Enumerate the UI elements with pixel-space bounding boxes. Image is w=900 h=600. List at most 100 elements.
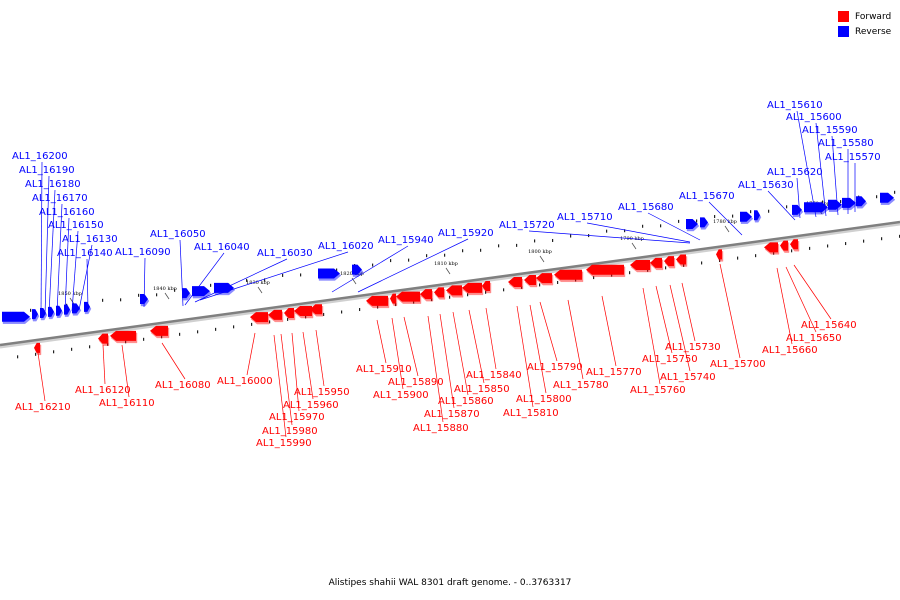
minor-tick (210, 283, 212, 287)
reverse-gene-arrow (804, 202, 828, 213)
reverse-leader-line (194, 258, 288, 303)
forward-swatch-icon (838, 11, 849, 22)
forward-leader-line (439, 313, 455, 409)
forward-gene-label: AL1_15970 (269, 412, 325, 423)
forward-gene-label: AL1_15730 (665, 342, 721, 353)
minor-tick (341, 310, 343, 314)
minor-tick (611, 273, 613, 277)
forward-leader-line (785, 266, 817, 333)
forward-gene-arrow (536, 273, 552, 284)
minor-tick (593, 276, 595, 280)
minor-tick (660, 224, 662, 228)
forward-leader-line (391, 317, 404, 390)
reverse-gene-arrow (856, 196, 866, 207)
forward-gene-arrow (676, 254, 686, 265)
reverse-leader-line (586, 222, 691, 243)
reverse-leader-line (357, 238, 469, 293)
minor-tick (696, 219, 698, 223)
minor-tick (35, 352, 37, 356)
forward-leader-line (302, 331, 314, 400)
reverse-leader-line (86, 258, 89, 310)
forward-gene-arrow (396, 291, 420, 302)
forward-gene-arrow (294, 306, 312, 317)
forward-gene-arrow (110, 330, 136, 341)
reverse-gene-label: AL1_16030 (257, 248, 313, 259)
legend-forward-label: Forward (855, 11, 892, 22)
minor-tick (714, 215, 716, 219)
reverse-gene-label: AL1_16160 (39, 207, 95, 218)
reverse-leader-line (56, 203, 63, 314)
reverse-gene-label: AL1_16150 (48, 220, 104, 231)
minor-tick (161, 335, 163, 339)
reverse-gene-label: AL1_16130 (62, 234, 118, 245)
minor-tick (539, 283, 541, 287)
minor-tick (642, 224, 644, 228)
forward-gene-label: AL1_15700 (710, 359, 766, 370)
reverse-leader-line (199, 251, 349, 301)
forward-gene-arrow (586, 264, 624, 275)
scale-tick-mark (724, 225, 730, 233)
minor-tick (156, 293, 158, 297)
reverse-gene-arrow (32, 309, 38, 320)
minor-tick (498, 244, 500, 248)
minor-tick (305, 315, 307, 319)
minor-tick (300, 273, 302, 277)
reverse-gene-arrow (880, 192, 894, 203)
forward-gene-label: AL1_16110 (99, 398, 155, 409)
forward-gene-arrow (462, 282, 482, 293)
forward-gene-arrow (446, 285, 462, 296)
reverse-leader-line (71, 230, 79, 312)
forward-gene-label: AL1_15900 (373, 390, 429, 401)
minor-tick (575, 278, 577, 282)
reverse-gene-label: AL1_15720 (499, 220, 555, 231)
minor-tick (408, 258, 410, 262)
forward-leader-line (291, 332, 300, 412)
reverse-gene-arrow (318, 268, 340, 279)
forward-gene-label: AL1_15890 (388, 377, 444, 388)
forward-gene-arrow (764, 242, 778, 253)
minor-tick (107, 342, 109, 346)
forward-gene-arrow (434, 287, 444, 298)
minor-tick (89, 345, 91, 349)
minor-tick (683, 263, 685, 267)
forward-leader-line (601, 295, 617, 367)
minor-tick (179, 332, 181, 336)
forward-leader-line (280, 333, 293, 426)
minor-tick (827, 244, 829, 248)
genome-backbone (0, 220, 900, 347)
forward-gene-arrow (790, 239, 798, 250)
minor-tick (809, 246, 811, 250)
forward-gene-label: AL1_15810 (503, 408, 559, 419)
forward-leader-line (376, 319, 387, 364)
forward-gene-label: AL1_15870 (424, 409, 480, 420)
forward-gene-label: AL1_15800 (516, 394, 572, 405)
reverse-gene-label: AL1_15630 (738, 180, 794, 191)
minor-tick (845, 242, 847, 246)
minor-tick (323, 312, 325, 316)
reverse-leader-line (815, 122, 827, 217)
minor-tick (768, 209, 770, 213)
minor-tick (719, 259, 721, 263)
forward-gene-label: AL1_15860 (438, 396, 494, 407)
minor-tick (557, 280, 559, 284)
minor-tick (840, 200, 842, 204)
forward-gene-arrow (366, 295, 388, 306)
forward-leader-line (102, 344, 106, 385)
minor-tick (534, 239, 536, 243)
minor-tick (372, 263, 374, 267)
forward-leader-line (246, 332, 256, 376)
minor-tick (485, 290, 487, 294)
scale-tick-mark (539, 255, 545, 263)
reverse-gene-arrow (2, 311, 30, 322)
minor-tick (120, 298, 122, 302)
forward-gene-label: AL1_15850 (454, 384, 510, 395)
minor-tick (53, 350, 55, 354)
forward-gene-arrow (390, 293, 396, 304)
forward-gene-arrow (630, 260, 650, 271)
forward-gene-label: AL1_15960 (283, 400, 339, 411)
forward-gene-arrow (554, 269, 582, 280)
minor-tick (233, 325, 235, 329)
forward-gene-label: AL1_16210 (15, 402, 71, 413)
scale-tick-label: 1800 kbp (528, 249, 552, 255)
